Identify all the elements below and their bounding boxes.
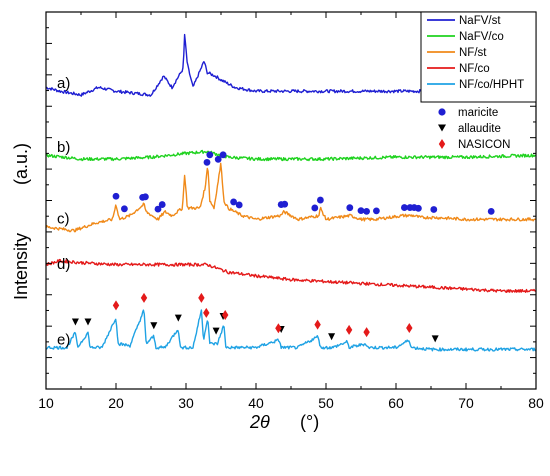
x-tick-label: 20: [108, 395, 124, 411]
nasicon-marker: [363, 327, 370, 338]
legend-label: NF/st: [459, 47, 487, 59]
maricite-marker: [357, 207, 365, 214]
allaudite-marker: [328, 333, 336, 341]
x-tick-label: 40: [248, 395, 264, 411]
legend-label: NaFV/co: [459, 31, 504, 43]
legend-label: NF/co/HPHT: [459, 79, 524, 91]
marker-legend-label: maricite: [458, 107, 498, 119]
x-tick-label: 30: [178, 395, 194, 411]
nasicon-marker: [314, 319, 321, 330]
y-axis-title: Intensity: [11, 233, 31, 300]
nasicon-marker: [112, 300, 120, 311]
panel-label: e): [57, 331, 70, 348]
series-line-nf-co: [45, 258, 536, 293]
panel-label: d): [57, 256, 70, 273]
nasicon-marker: [140, 292, 148, 303]
maricite-marker: [112, 192, 120, 200]
legend-box: [420, 11, 537, 103]
maricite-marker: [214, 155, 222, 163]
maricite-marker: [415, 204, 422, 212]
nasicon-marker: [222, 310, 229, 321]
x-tick-label: 50: [318, 395, 334, 411]
nasicon-marker: [203, 307, 210, 318]
marker-legend-label: NASICON: [458, 139, 510, 151]
maricite-legend-icon: [438, 108, 446, 116]
x-tick-label: 10: [38, 395, 54, 411]
x-tick-label: 60: [388, 395, 404, 411]
maricite-marker: [430, 206, 438, 213]
nasicon-marker: [406, 322, 413, 333]
legend-label: NaFV/st: [459, 15, 501, 27]
series-line-nf-co-hpht: [45, 309, 537, 352]
x-axis-unit: (°): [300, 412, 319, 432]
nasicon-marker: [345, 324, 353, 335]
y-axis-unit: (a.u.): [11, 143, 31, 185]
maricite-marker: [203, 158, 211, 166]
panel-label: a): [57, 75, 70, 92]
nasicon-marker: [275, 323, 282, 334]
allaudite-legend-icon: [438, 124, 446, 132]
nasicon-legend-icon: [438, 139, 446, 149]
maricite-marker: [158, 201, 166, 208]
nasicon-marker: [198, 292, 205, 303]
x-tick-layer: 10 20 30 40 50 60 70 80: [38, 12, 544, 411]
maricite-marker: [401, 204, 408, 211]
legend-series-entries: NaFV/st NaFV/co NF/st NF/co NF/co/HPHT: [427, 15, 524, 91]
panel-label: b): [57, 139, 70, 156]
maricite-marker: [487, 207, 495, 215]
peak-marker-layer: [71, 151, 495, 343]
legend: NaFV/st NaFV/co NF/st NF/co NF/co/HPHT maric…: [420, 11, 537, 151]
panel-label: c): [57, 211, 70, 228]
maricite-marker: [281, 200, 289, 208]
allaudite-marker: [71, 318, 79, 326]
x-tick-label: 80: [528, 395, 544, 411]
maricite-marker: [219, 151, 227, 159]
maricite-marker: [346, 204, 354, 212]
marker-legend-label: allaudite: [458, 123, 501, 135]
maricite-marker: [206, 151, 214, 159]
allaudite-marker: [212, 327, 220, 335]
maricite-marker: [121, 205, 128, 213]
allaudite-marker: [84, 318, 92, 326]
legend-marker-entries: maricite allaudite NASICON: [438, 107, 510, 151]
maricite-marker: [142, 193, 149, 201]
maricite-marker: [311, 204, 319, 212]
y-tick-layer: [46, 27, 536, 374]
maricite-marker: [363, 207, 370, 215]
legend-label: NF/co: [459, 63, 490, 75]
maricite-marker: [373, 207, 380, 215]
maricite-marker: [154, 205, 162, 213]
x-tick-label: 70: [458, 395, 474, 411]
allaudite-marker: [174, 314, 182, 322]
series-line-nf-st: [45, 162, 536, 233]
allaudite-marker: [150, 322, 158, 330]
x-axis-title: 2θ: [249, 412, 270, 432]
maricite-marker: [317, 196, 324, 204]
maricite-marker: [235, 201, 243, 209]
maricite-marker: [230, 198, 238, 206]
panel-labels: a) b) c) d) e): [57, 75, 70, 348]
allaudite-marker: [431, 335, 439, 343]
series-line-nafv-co: [45, 149, 537, 162]
